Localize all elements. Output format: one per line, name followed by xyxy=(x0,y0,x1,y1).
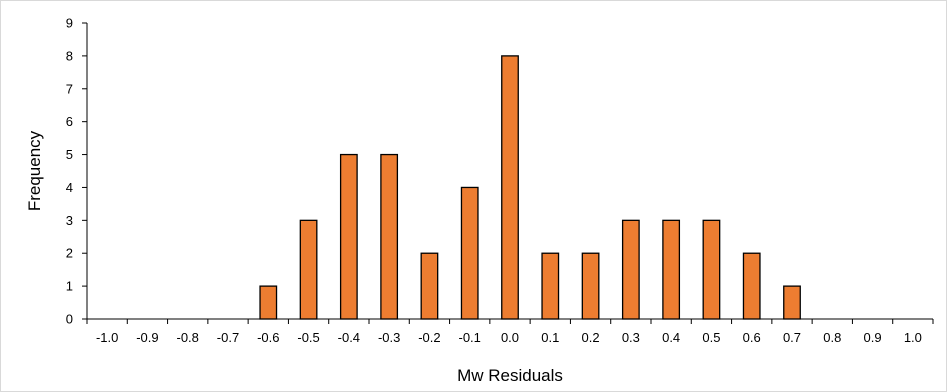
y-tick-labels: 0 1 2 3 4 5 6 7 8 9 xyxy=(66,16,87,327)
y-tick-label: 0 xyxy=(66,312,73,327)
x-tick-label: 0.4 xyxy=(662,330,680,345)
y-tick-label: 9 xyxy=(66,16,73,31)
x-axis-title: Mw Residuals xyxy=(457,366,563,385)
x-tick-label: 0.1 xyxy=(541,330,559,345)
bar-0.7 xyxy=(783,285,801,320)
y-tick-label: 4 xyxy=(66,180,73,195)
bar-0.3 xyxy=(621,219,640,320)
bars xyxy=(259,55,801,320)
bar--0.6 xyxy=(259,285,278,320)
x-tick-label: 0.3 xyxy=(622,330,640,345)
bar--0.3 xyxy=(380,153,399,320)
y-tick-label: 6 xyxy=(66,114,73,129)
x-tick-label: 0.7 xyxy=(783,330,801,345)
x-tick-label: -0.7 xyxy=(217,330,239,345)
x-tick-label: -0.5 xyxy=(297,330,319,345)
x-tick-label: -0.1 xyxy=(459,330,481,345)
x-tick-label: 1.0 xyxy=(904,330,922,345)
x-tick-label: 0.8 xyxy=(823,330,841,345)
x-tick-label: -0.8 xyxy=(177,330,199,345)
bar-0.6 xyxy=(742,252,761,320)
x-tick-label: -0.9 xyxy=(136,330,158,345)
x-tick-label: -0.3 xyxy=(378,330,400,345)
bar-0.4 xyxy=(662,219,681,320)
y-tick-label: 2 xyxy=(66,246,73,261)
y-tick-label: 1 xyxy=(66,279,73,294)
x-tick-label: -0.4 xyxy=(338,330,360,345)
x-tick-label: -0.2 xyxy=(418,330,440,345)
x-tick-label: 0.6 xyxy=(743,330,761,345)
y-tick-label: 8 xyxy=(66,48,73,63)
bar-0.5 xyxy=(702,219,721,320)
y-tick-label: 3 xyxy=(66,213,73,228)
x-tick-labels: -1.0 -0.9 -0.8 -0.7 -0.6 -0.5 -0.4 -0.3 -0.2 -0.1… xyxy=(86,319,934,345)
y-tick-label: 7 xyxy=(66,81,73,96)
bar-0.0 xyxy=(501,55,519,320)
bar--0.1 xyxy=(460,186,479,320)
x-tick-label: -1.0 xyxy=(96,330,118,345)
y-axis-title: Frequency xyxy=(25,130,44,211)
x-tick-label: 0.2 xyxy=(582,330,600,345)
bar--0.4 xyxy=(339,153,358,320)
bar-0.2 xyxy=(581,252,600,320)
x-tick-label: 0.9 xyxy=(864,330,882,345)
bar--0.2 xyxy=(420,252,439,320)
x-tick-label: -0.6 xyxy=(257,330,279,345)
x-tick-label: 0.0 xyxy=(501,330,519,345)
bar--0.5 xyxy=(299,219,318,320)
y-tick-label: 5 xyxy=(66,147,73,162)
x-tick-label: 0.5 xyxy=(702,330,720,345)
bar-0.1 xyxy=(541,252,560,320)
